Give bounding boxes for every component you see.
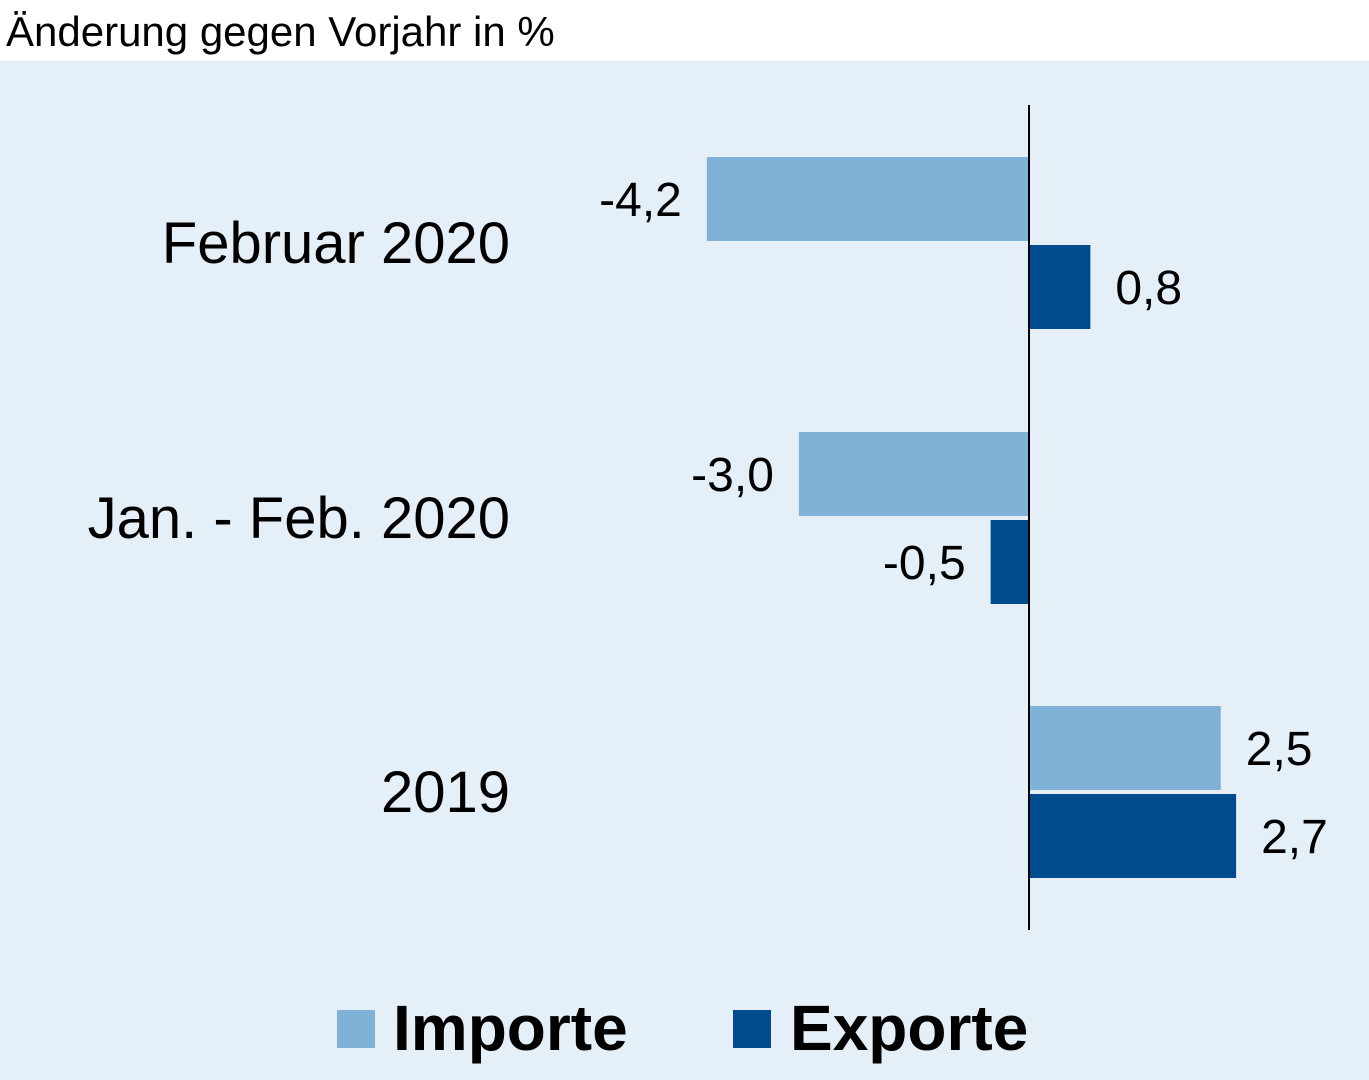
bar-exporte xyxy=(1029,794,1237,878)
data-label: 2,7 xyxy=(1261,811,1328,864)
bar-exporte xyxy=(990,520,1029,604)
data-label: -0,5 xyxy=(883,537,966,590)
bars-group xyxy=(706,157,1237,878)
plot-background xyxy=(0,61,1369,1080)
category-label: Februar 2020 xyxy=(162,211,510,276)
legend-label-exporte: Exporte xyxy=(790,992,1028,1064)
bar-exporte xyxy=(1029,245,1091,329)
data-label: 0,8 xyxy=(1115,262,1182,315)
data-label: -3,0 xyxy=(691,449,774,502)
bar-importe xyxy=(706,157,1029,241)
category-label: Jan. - Feb. 2020 xyxy=(88,486,510,551)
legend-label-importe: Importe xyxy=(393,992,628,1064)
bar-importe xyxy=(798,432,1029,516)
bar-importe xyxy=(1029,706,1221,790)
category-label: 2019 xyxy=(381,760,510,825)
legend-swatch-exporte xyxy=(733,1010,771,1048)
legend: Importe Exporte xyxy=(337,992,1028,1064)
data-label: -4,2 xyxy=(599,174,682,227)
chart-title: Änderung gegen Vorjahr in % xyxy=(6,8,555,55)
data-label: 2,5 xyxy=(1246,723,1313,776)
labels-group: Februar 2020 -4,2 0,8 Jan. - Feb. 2020 -3,0 -… xyxy=(88,174,1328,864)
legend-swatch-importe xyxy=(337,1010,375,1048)
